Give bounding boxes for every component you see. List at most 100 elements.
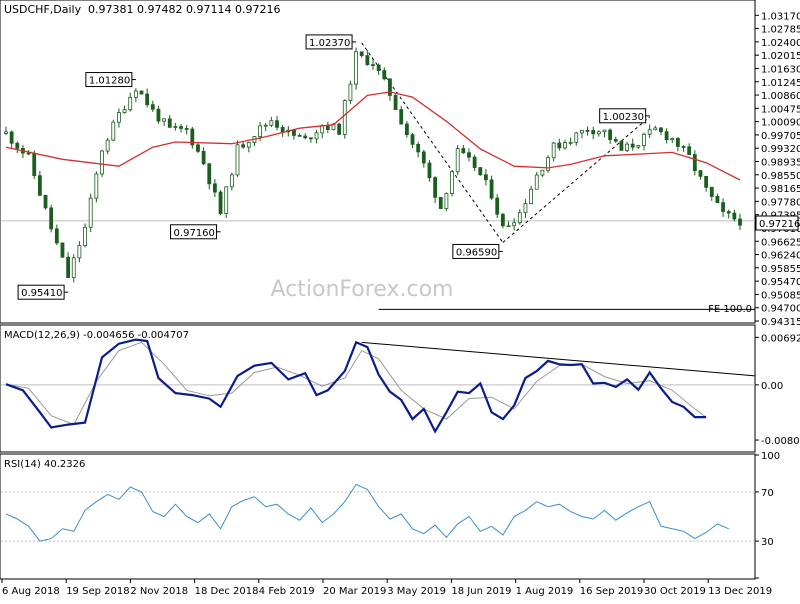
candle-body [66, 256, 71, 278]
candle-body [77, 245, 82, 259]
annotation-box [85, 72, 133, 88]
candle-body [122, 109, 127, 114]
annotation-value: 1.01280 [89, 76, 130, 87]
candle-body [201, 150, 206, 165]
swing-annotation: 1.00230 [599, 108, 650, 124]
price-tick-label: 1.00090 [761, 118, 800, 129]
rsi-levels [1, 491, 755, 542]
candle-body [404, 123, 409, 136]
macd-main-line [5, 338, 707, 434]
dashed-trendline-down [361, 42, 504, 243]
time-tick-label: 16 Sep 2019 [580, 586, 643, 597]
candle-body [619, 140, 624, 151]
candle-body [371, 64, 375, 67]
rsi-tick-label: 30 [761, 537, 774, 548]
candle-body [664, 131, 669, 141]
candle-body [433, 177, 438, 198]
candle-body [455, 148, 460, 173]
rsi-axis: 100 70 30 [755, 451, 780, 579]
candle-body [540, 169, 545, 176]
candle-body [325, 125, 330, 130]
current-price-value: 0.97216 [759, 219, 800, 230]
candle-body [675, 138, 680, 147]
candle-body [517, 212, 522, 224]
candle-body [478, 167, 483, 176]
candle-body [117, 112, 121, 123]
candle-body [337, 123, 342, 135]
candle-body [37, 175, 42, 196]
candle-body [280, 126, 285, 133]
candle-body [625, 143, 629, 151]
candle-body [681, 146, 686, 148]
swing-annotation: 0.97160 [170, 224, 221, 240]
macd-title: MACD(12,26,9) -0.004656 -0.004707 [4, 330, 189, 341]
macd-panel: MACD(12,26,9) -0.004656 -0.004707 0.0069… [0, 324, 800, 453]
candle-body [145, 93, 150, 106]
candle-body [647, 129, 652, 135]
candle-body [196, 144, 200, 152]
annotation-value: 0.96590 [456, 247, 497, 258]
candle-body [229, 174, 234, 188]
candle-body [320, 125, 325, 134]
candle-body [88, 197, 93, 228]
candle-body [467, 152, 471, 158]
candle-body [213, 183, 217, 193]
candle-body [574, 132, 579, 143]
candle-body [692, 154, 697, 171]
candle-body [376, 64, 381, 71]
candle-body [523, 203, 528, 214]
price-tick-label: 0.98550 [761, 171, 800, 182]
candle-body [139, 90, 144, 95]
candle-body [472, 156, 477, 168]
price-tick-label: 0.95855 [761, 264, 800, 275]
candle-body [162, 118, 166, 122]
candle-body [207, 163, 212, 185]
candle-body [297, 134, 302, 137]
macd-signal-line [5, 341, 707, 426]
candle-body [726, 211, 731, 214]
candle-body [348, 83, 353, 102]
annotation-box [452, 243, 500, 259]
candle-body [105, 139, 110, 152]
time-tick-label: 3 May 2019 [387, 586, 446, 597]
price-tick-label: 0.98935 [761, 158, 800, 169]
candle-body [258, 125, 262, 137]
time-tick-label: 18 Dec 2018 [195, 586, 259, 597]
swing-annotation: 0.95410 [17, 284, 69, 300]
ohlc-readout: 0.97381 0.97482 0.97114 0.97216 [88, 3, 280, 16]
candle-body [43, 194, 48, 209]
macd-tick-label: -0.008049 [761, 436, 800, 447]
candle-body [546, 157, 550, 171]
candle-body [60, 242, 65, 258]
candle-body [585, 129, 590, 132]
candle-body [241, 144, 246, 148]
annotation-box [599, 108, 647, 124]
price-tick-label: 1.01245 [761, 78, 800, 89]
rsi-tick-label: 70 [761, 488, 774, 499]
candle-body [602, 129, 607, 133]
price-tick-label: 0.99320 [761, 144, 800, 155]
candle-body [698, 170, 703, 177]
price-tick-label: 0.98165 [761, 184, 800, 195]
annotation-value: 0.95410 [21, 288, 62, 299]
candle-body [670, 138, 675, 141]
fe-level-label: FE 100.0 [708, 304, 752, 315]
symbol-label: USDCHF,Daily [4, 3, 82, 16]
candle-body [190, 128, 195, 146]
candle-body [111, 121, 116, 141]
candle-body [568, 141, 573, 144]
swing-annotation: 1.02370 [305, 34, 357, 50]
price-tick-label: 0.99705 [761, 131, 800, 142]
candle-body [275, 120, 279, 128]
candle-body [591, 130, 596, 135]
candle-body [342, 100, 347, 135]
candle-body [596, 131, 601, 135]
time-tick-label: 13 Dec 2019 [708, 586, 772, 597]
price-tick-label: 0.96625 [761, 237, 800, 248]
annotation-box [305, 34, 353, 50]
candle-body [636, 145, 641, 148]
candle-body [410, 134, 415, 145]
candle-body [133, 90, 138, 98]
candle-body [156, 108, 161, 122]
